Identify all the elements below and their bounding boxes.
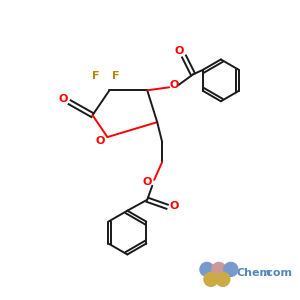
Text: F: F <box>92 71 99 81</box>
Text: Chem: Chem <box>237 268 272 278</box>
Text: .com: .com <box>263 268 293 278</box>
Text: O: O <box>142 177 152 187</box>
Text: O: O <box>96 136 105 146</box>
Text: F: F <box>112 71 119 81</box>
Circle shape <box>212 262 226 276</box>
Text: O: O <box>174 46 184 56</box>
Circle shape <box>216 272 230 286</box>
Text: O: O <box>169 80 179 90</box>
Text: O: O <box>59 94 68 104</box>
Text: O: O <box>169 201 179 211</box>
Circle shape <box>204 272 218 286</box>
Circle shape <box>224 262 238 276</box>
Circle shape <box>200 262 214 276</box>
